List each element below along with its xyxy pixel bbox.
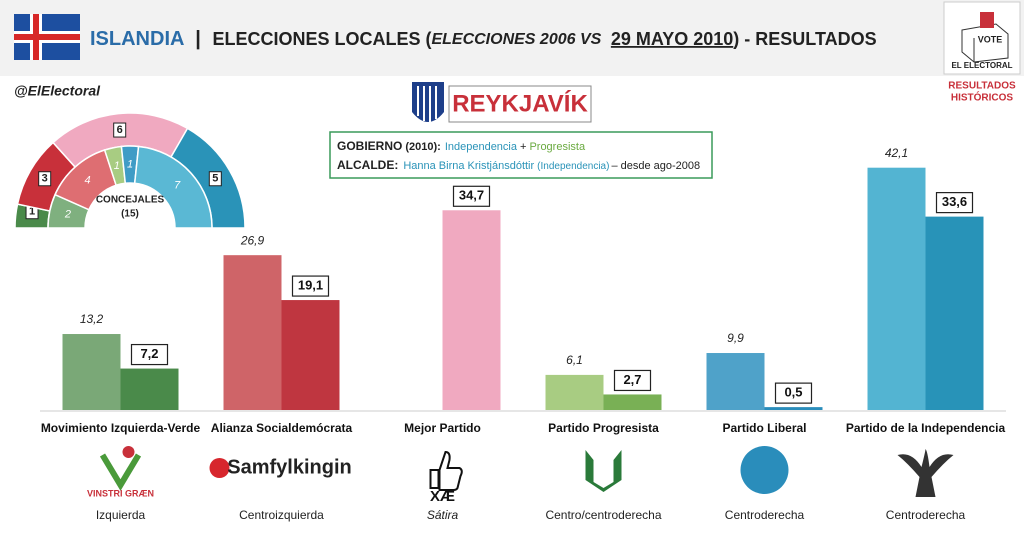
- bar: [603, 394, 662, 410]
- ideology: Sátira: [427, 508, 459, 522]
- seat-label: 2: [64, 209, 71, 221]
- value-label: 33,6: [942, 194, 967, 209]
- ideology: Centroderecha: [725, 508, 805, 522]
- historic-link[interactable]: HISTÓRICOS: [951, 91, 1014, 104]
- title: ELECCIONES LOCALES (: [212, 29, 431, 49]
- value-label-box: [291, 275, 330, 297]
- seat-label: 1: [114, 160, 120, 172]
- logo-lib: [740, 446, 789, 494]
- seat-label-box: [208, 171, 222, 187]
- brand-name: EL ELECTORAL: [951, 61, 1012, 70]
- value-label: 2,7: [623, 372, 641, 387]
- bar: [706, 353, 765, 410]
- value-label: 19,1: [298, 278, 323, 293]
- x-tick-label: Partido Progresista: [548, 421, 659, 435]
- logo-text: Samfylkingin: [227, 456, 351, 478]
- gov-party: Progresista: [529, 141, 586, 153]
- value-label: 6,1: [566, 353, 583, 367]
- seat-label: 5: [212, 173, 218, 185]
- value-label-box: [130, 343, 169, 366]
- seat-label: 1: [29, 206, 35, 218]
- city-shield: [412, 82, 444, 122]
- value-label-box: [452, 185, 491, 207]
- title-date: 29 MAYO 2010: [611, 29, 733, 49]
- ideology: Centroderecha: [886, 508, 966, 522]
- city-name: REYKJAVÍK: [452, 89, 588, 117]
- bar: [867, 167, 926, 410]
- gov-party: Independencia: [445, 141, 518, 153]
- ideology: Centro/centroderecha: [545, 508, 661, 522]
- value-label-box: [613, 369, 652, 392]
- handle: @ElElectoral: [14, 83, 101, 99]
- header-title: ISLANDIA | ELECCIONES LOCALES (ELECCIONE…: [90, 28, 877, 50]
- historic-link[interactable]: RESULTADOS: [948, 81, 1016, 92]
- header-band: [0, 0, 1024, 76]
- mayor-party: (Independencia): [537, 161, 609, 172]
- ideology: Izquierda: [96, 508, 146, 522]
- value-label-box: [935, 192, 974, 214]
- seat-segment: [133, 145, 213, 229]
- seat-label: 3: [42, 173, 48, 185]
- seat-label: 6: [117, 124, 123, 136]
- brand-vote: VOTE: [978, 34, 1003, 44]
- value-label: 42,1: [885, 146, 908, 160]
- bar: [62, 334, 121, 410]
- mayor-since: – desde ago-2008: [611, 160, 700, 172]
- logo-thumb: [429, 450, 463, 491]
- bar: [223, 255, 282, 410]
- x-tick-label: Alianza Socialdemócrata: [211, 421, 353, 435]
- x-tick-label: Partido de la Independencia: [846, 421, 1006, 435]
- logo-progr: [585, 450, 622, 492]
- bar: [545, 374, 604, 410]
- city-box: [448, 85, 592, 123]
- logo-vg: [122, 446, 135, 458]
- title-compare: ELECCIONES 2006 VS: [431, 31, 601, 48]
- bar: [764, 407, 823, 410]
- value-label: 26,9: [240, 233, 265, 247]
- info-box: [329, 131, 713, 179]
- mayor-name: Hanna Birna Kristjánsdóttir: [403, 160, 534, 172]
- bar: [281, 300, 340, 410]
- brand-logo[interactable]: VOTE EL ELECTORAL: [943, 1, 1021, 75]
- flag: [14, 14, 80, 60]
- seat-label-box: [38, 171, 52, 187]
- x-tick-label: Partido Liberal: [722, 421, 806, 435]
- logo-samf: [209, 458, 230, 478]
- hemicycle-total: (15): [121, 209, 139, 220]
- logo-eagle: [897, 449, 954, 497]
- hemicycle-label: CONCEJALES: [96, 195, 165, 206]
- country: ISLANDIA: [90, 28, 184, 50]
- x-tick-label: Movimiento Izquierda-Verde: [41, 421, 201, 435]
- value-label: 13,2: [80, 312, 104, 326]
- x-tick-label: Mejor Partido: [404, 421, 481, 435]
- value-label: 9,9: [727, 331, 744, 345]
- value-label-box: [774, 382, 813, 404]
- seat-label-box: [113, 122, 127, 138]
- bar: [442, 210, 501, 410]
- logo-text: VINSTRI GRÆN: [87, 488, 154, 498]
- mayor: ALCALDE: Hanna Birna Kristjánsdóttir (Inde…: [337, 158, 700, 172]
- value-label: 34,7: [459, 188, 484, 203]
- seat-label: 1: [127, 158, 133, 170]
- logo-vg: [99, 453, 142, 491]
- seat-label: 7: [174, 179, 181, 191]
- mayor-label: ALCALDE:: [337, 158, 398, 172]
- value-label: 7,2: [140, 346, 158, 361]
- title-end: ) - RESULTADOS: [733, 29, 876, 49]
- logo-text: XÆ: [430, 488, 455, 505]
- bar: [925, 216, 984, 410]
- government: GOBIERNO (2010): Independencia + Progresista: [337, 139, 586, 153]
- value-label: 0,5: [784, 385, 802, 400]
- separator: |: [195, 28, 201, 50]
- bar: [120, 368, 179, 410]
- seat-label: 4: [84, 175, 90, 187]
- gov-year: (2010):: [405, 141, 440, 153]
- gov-plus: +: [520, 141, 526, 153]
- ideology: Centroizquierda: [239, 508, 324, 522]
- gov-label: GOBIERNO: [337, 139, 402, 153]
